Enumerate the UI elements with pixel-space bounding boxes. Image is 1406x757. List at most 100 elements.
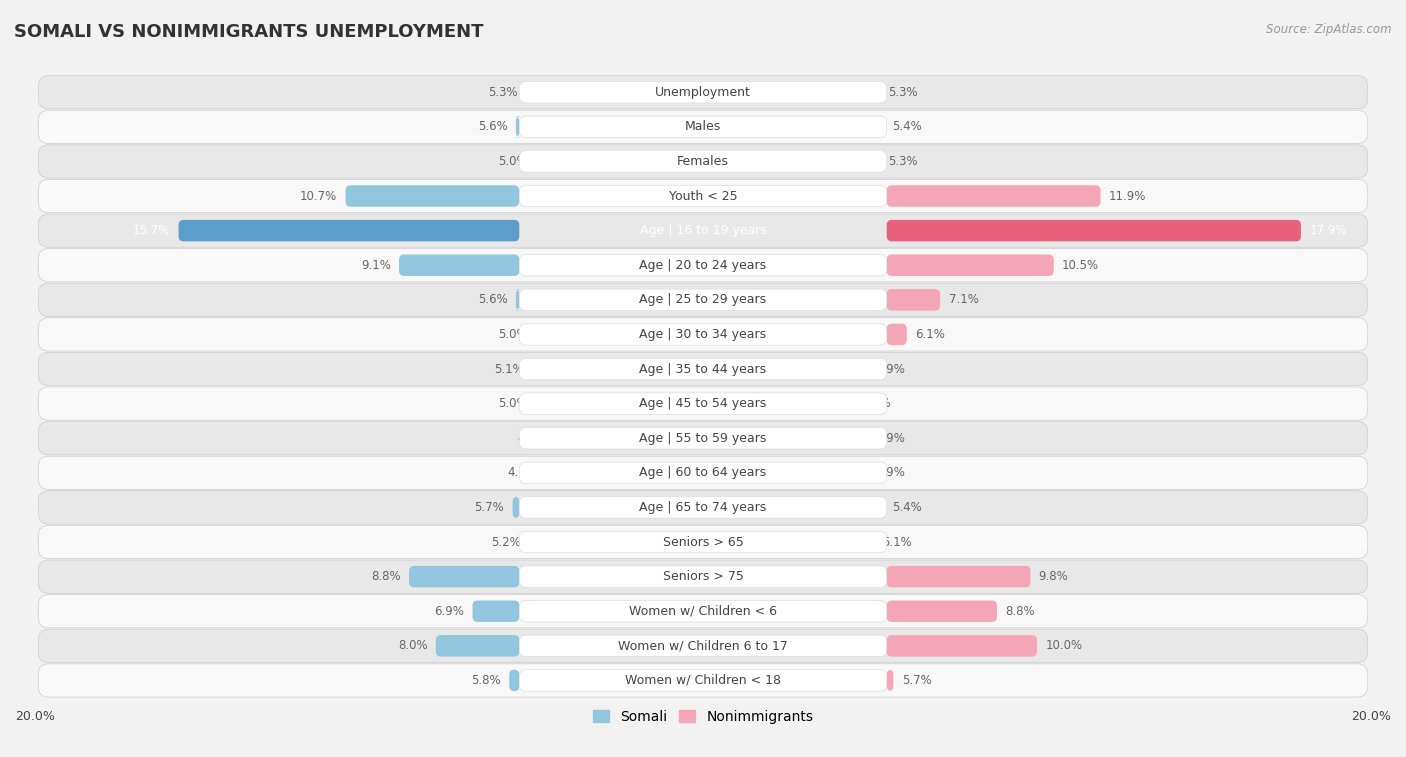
Text: Women w/ Children < 6: Women w/ Children < 6 [628, 605, 778, 618]
FancyBboxPatch shape [515, 116, 522, 138]
Text: 5.7%: 5.7% [474, 501, 505, 514]
FancyBboxPatch shape [519, 254, 887, 276]
FancyBboxPatch shape [436, 635, 519, 656]
Text: 5.3%: 5.3% [889, 155, 918, 168]
Text: Source: ZipAtlas.com: Source: ZipAtlas.com [1267, 23, 1392, 36]
FancyBboxPatch shape [519, 358, 887, 380]
Text: 4.4%: 4.4% [517, 431, 548, 444]
Text: Women w/ Children 6 to 17: Women w/ Children 6 to 17 [619, 640, 787, 653]
Text: 11.9%: 11.9% [1109, 189, 1146, 203]
Text: Age | 35 to 44 years: Age | 35 to 44 years [640, 363, 766, 375]
FancyBboxPatch shape [887, 566, 1031, 587]
FancyBboxPatch shape [519, 289, 887, 310]
FancyBboxPatch shape [519, 497, 887, 518]
FancyBboxPatch shape [887, 254, 1053, 276]
Text: Seniors > 65: Seniors > 65 [662, 535, 744, 549]
FancyBboxPatch shape [519, 82, 887, 103]
FancyBboxPatch shape [519, 151, 887, 172]
FancyBboxPatch shape [887, 324, 907, 345]
Text: 4.7%: 4.7% [508, 466, 537, 479]
Text: Age | 55 to 59 years: Age | 55 to 59 years [640, 431, 766, 444]
FancyBboxPatch shape [38, 179, 1368, 213]
FancyBboxPatch shape [38, 111, 1368, 143]
Text: 5.3%: 5.3% [488, 86, 517, 98]
Text: 5.0%: 5.0% [498, 328, 527, 341]
FancyBboxPatch shape [346, 185, 519, 207]
Text: 5.4%: 5.4% [891, 501, 921, 514]
FancyBboxPatch shape [513, 497, 519, 518]
Text: 8.8%: 8.8% [371, 570, 401, 583]
FancyBboxPatch shape [887, 670, 893, 691]
FancyBboxPatch shape [515, 289, 522, 310]
Text: Age | 16 to 19 years: Age | 16 to 19 years [640, 224, 766, 237]
Text: 5.0%: 5.0% [498, 155, 527, 168]
FancyBboxPatch shape [38, 422, 1368, 455]
FancyBboxPatch shape [519, 600, 887, 622]
Text: SOMALI VS NONIMMIGRANTS UNEMPLOYMENT: SOMALI VS NONIMMIGRANTS UNEMPLOYMENT [14, 23, 484, 41]
Text: 5.1%: 5.1% [495, 363, 524, 375]
Legend: Somali, Nonimmigrants: Somali, Nonimmigrants [588, 705, 818, 730]
Text: Age | 20 to 24 years: Age | 20 to 24 years [640, 259, 766, 272]
FancyBboxPatch shape [38, 214, 1368, 248]
FancyBboxPatch shape [472, 600, 519, 622]
FancyBboxPatch shape [38, 76, 1368, 109]
FancyBboxPatch shape [409, 566, 519, 587]
FancyBboxPatch shape [38, 629, 1368, 662]
Text: Males: Males [685, 120, 721, 133]
Text: 5.2%: 5.2% [491, 535, 522, 549]
Text: 5.0%: 5.0% [498, 397, 527, 410]
Text: 5.6%: 5.6% [478, 120, 508, 133]
FancyBboxPatch shape [887, 635, 1038, 656]
Text: 5.3%: 5.3% [889, 86, 918, 98]
Text: 10.7%: 10.7% [299, 189, 337, 203]
Text: 5.4%: 5.4% [891, 120, 921, 133]
Text: 15.7%: 15.7% [134, 224, 170, 237]
FancyBboxPatch shape [519, 531, 887, 553]
Text: Age | 60 to 64 years: Age | 60 to 64 years [640, 466, 766, 479]
Text: 4.9%: 4.9% [875, 363, 905, 375]
Text: 7.1%: 7.1% [949, 293, 979, 307]
Text: Age | 25 to 29 years: Age | 25 to 29 years [640, 293, 766, 307]
Text: Youth < 25: Youth < 25 [669, 189, 737, 203]
FancyBboxPatch shape [38, 318, 1368, 351]
Text: 4.9%: 4.9% [875, 466, 905, 479]
FancyBboxPatch shape [38, 525, 1368, 559]
Text: Females: Females [678, 155, 728, 168]
FancyBboxPatch shape [519, 670, 887, 691]
FancyBboxPatch shape [399, 254, 519, 276]
FancyBboxPatch shape [38, 145, 1368, 178]
FancyBboxPatch shape [519, 324, 887, 345]
Text: 4.5%: 4.5% [862, 397, 891, 410]
FancyBboxPatch shape [519, 635, 887, 656]
Text: 4.9%: 4.9% [875, 431, 905, 444]
FancyBboxPatch shape [38, 353, 1368, 385]
Text: Age | 45 to 54 years: Age | 45 to 54 years [640, 397, 766, 410]
Text: 9.8%: 9.8% [1039, 570, 1069, 583]
FancyBboxPatch shape [887, 600, 997, 622]
FancyBboxPatch shape [38, 664, 1368, 697]
Text: 9.1%: 9.1% [361, 259, 391, 272]
Text: 8.0%: 8.0% [398, 640, 427, 653]
FancyBboxPatch shape [38, 283, 1368, 316]
FancyBboxPatch shape [509, 670, 519, 691]
FancyBboxPatch shape [38, 595, 1368, 628]
FancyBboxPatch shape [38, 456, 1368, 490]
FancyBboxPatch shape [38, 387, 1368, 420]
FancyBboxPatch shape [519, 185, 887, 207]
Text: Age | 65 to 74 years: Age | 65 to 74 years [640, 501, 766, 514]
Text: 5.1%: 5.1% [882, 535, 911, 549]
Text: 8.8%: 8.8% [1005, 605, 1035, 618]
FancyBboxPatch shape [38, 491, 1368, 524]
FancyBboxPatch shape [38, 248, 1368, 282]
Text: Unemployment: Unemployment [655, 86, 751, 98]
FancyBboxPatch shape [519, 428, 887, 449]
FancyBboxPatch shape [519, 116, 887, 138]
Text: 5.8%: 5.8% [471, 674, 501, 687]
Text: 5.7%: 5.7% [901, 674, 932, 687]
FancyBboxPatch shape [519, 566, 887, 587]
Text: 6.9%: 6.9% [434, 605, 464, 618]
FancyBboxPatch shape [179, 220, 519, 241]
Text: Women w/ Children < 18: Women w/ Children < 18 [626, 674, 780, 687]
FancyBboxPatch shape [887, 289, 941, 310]
FancyBboxPatch shape [38, 560, 1368, 593]
